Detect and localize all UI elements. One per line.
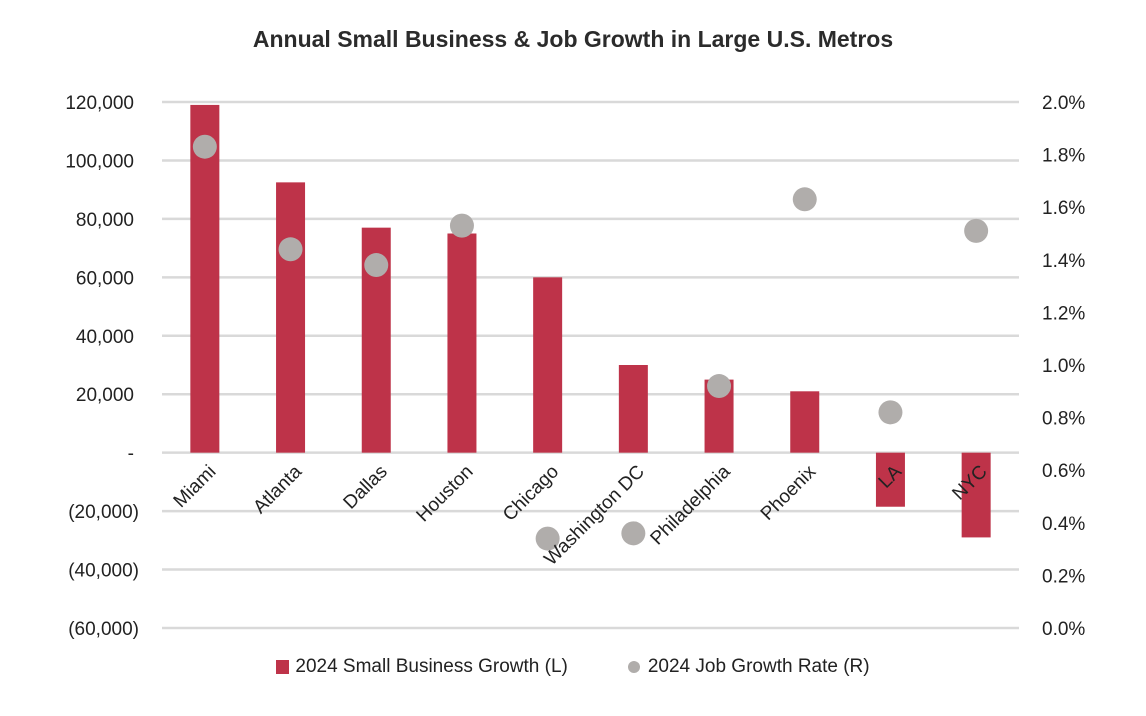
left-axis-tick-label: (20,000) (68, 502, 139, 523)
dot-miami[interactable] (192, 134, 217, 159)
x-axis-tick-label: Chicago (499, 461, 563, 525)
bar-houston[interactable] (447, 233, 477, 453)
dot-atlanta[interactable] (278, 237, 303, 262)
chart-title: Annual Small Business & Job Growth in La… (252, 26, 894, 52)
right-axis-tick-label: 1.6% (1042, 198, 1085, 219)
dot-chicago[interactable] (535, 526, 560, 551)
x-axis-tick-label: Houston (413, 461, 478, 526)
right-axis-tick-label: 1.8% (1042, 146, 1085, 167)
left-axis-tick-label: (40,000) (68, 561, 139, 582)
left-axis-tick-label: 100,000 (65, 151, 134, 172)
right-axis-tick-label: 1.2% (1042, 303, 1085, 324)
dot-washington-dc[interactable] (621, 521, 646, 546)
bar-atlanta[interactable] (276, 182, 306, 453)
x-axis-tick-label: Miami (170, 461, 221, 512)
bar-phoenix[interactable] (790, 391, 820, 453)
legend-item-small-business[interactable]: 2024 Small Business Growth (L) (276, 656, 568, 678)
legend-dot-swatch-icon (627, 661, 640, 673)
right-axis-tick-label: 0.0% (1042, 619, 1085, 640)
right-axis-tick-label: 1.0% (1042, 356, 1085, 377)
legend: 2024 Small Business Growth (L) 2024 Job … (0, 656, 1146, 678)
bar-series (190, 104, 991, 538)
right-axis-tick-label: 0.8% (1042, 409, 1085, 430)
legend-bar-swatch-icon (276, 660, 290, 674)
dot-dallas[interactable] (364, 253, 389, 278)
x-axis-tick-label: Philadelphia (647, 461, 735, 549)
left-axis-tick-label: - (128, 444, 134, 465)
legend-label: 2024 Small Business Growth (L) (295, 656, 568, 677)
left-axis-tick-label: 40,000 (76, 327, 134, 348)
bar-washington-dc[interactable] (618, 365, 648, 453)
right-axis-tick-label: 0.4% (1042, 514, 1085, 535)
left-axis: 120,000 100,000 80,000 60,000 40,000 20,000 - (… (65, 93, 139, 640)
right-axis-tick-label: 2.0% (1042, 93, 1085, 114)
dot-la[interactable] (878, 400, 903, 425)
bar-nyc[interactable] (961, 452, 991, 538)
right-axis: 2.0% 1.8% 1.6% 1.4% 1.2% 1.0% 0.8% 0.6% 0.4% 0.2%… (1042, 93, 1085, 640)
dot-phoenix[interactable] (792, 187, 817, 212)
left-axis-tick-label: 60,000 (76, 268, 134, 289)
right-axis-tick-label: 1.4% (1042, 251, 1085, 272)
legend-label: 2024 Job Growth Rate (R) (647, 656, 870, 677)
dot-series (192, 134, 989, 551)
left-axis-tick-label: (60,000) (68, 619, 139, 640)
x-axis-tick-label: Atlanta (249, 461, 306, 518)
dot-philadelphia[interactable] (707, 374, 732, 399)
dot-nyc[interactable] (964, 218, 989, 243)
left-axis-tick-label: 80,000 (76, 210, 134, 231)
right-axis-tick-label: 0.2% (1042, 566, 1085, 587)
x-axis-labels: Miami Atlanta Dallas Houston ChicagoWashingt… (170, 461, 992, 570)
bar-la[interactable] (875, 452, 905, 507)
bar-chicago[interactable] (533, 277, 563, 453)
left-axis-tick-label: 20,000 (76, 385, 134, 406)
x-axis-tick-label: Phoenix (757, 461, 821, 525)
x-axis-tick-label: Dallas (340, 461, 392, 513)
right-axis-tick-label: 0.6% (1042, 461, 1085, 482)
legend-item-job-growth[interactable]: 2024 Job Growth Rate (R) (627, 656, 870, 678)
left-axis-tick-label: 120,000 (65, 93, 134, 114)
dot-houston[interactable] (449, 213, 474, 238)
bar-miami[interactable] (190, 104, 220, 453)
